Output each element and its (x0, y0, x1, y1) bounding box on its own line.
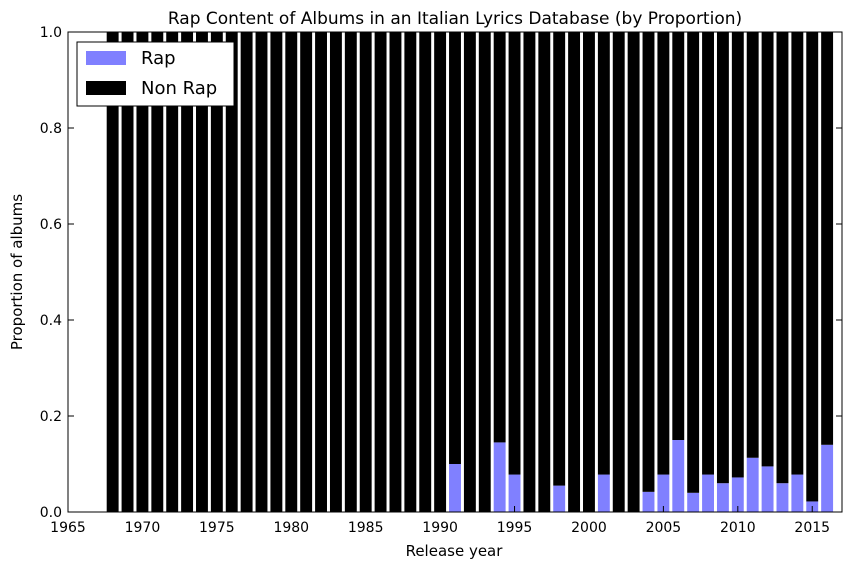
bar-non-rap-2009 (716, 32, 729, 484)
bar-non-rap-1994 (493, 32, 506, 443)
bar-non-rap-1968 (106, 32, 119, 512)
bar-rap-2010 (731, 477, 744, 512)
bar-non-rap-1985 (359, 32, 372, 512)
x-tick-label: 2000 (571, 520, 607, 536)
bar-rap-1998 (553, 485, 566, 512)
x-tick-label: 1985 (348, 520, 384, 536)
bar-rap-2013 (776, 483, 789, 512)
bar-rap-2005 (657, 474, 670, 512)
x-axis-label: Release year (406, 542, 504, 560)
bar-non-rap-1991 (449, 32, 461, 464)
bar-non-rap-2013 (776, 32, 789, 484)
bar-rap-2014 (791, 474, 804, 512)
bar-non-rap-1988 (404, 32, 417, 512)
bar-non-rap-2012 (761, 32, 774, 467)
bar-non-rap-1992 (463, 32, 476, 512)
chart-title: Rap Content of Albums in an Italian Lyri… (168, 9, 742, 29)
bar-non-rap-1989 (419, 32, 432, 512)
bar-rap-2001 (597, 474, 610, 512)
legend-label-rap: Rap (141, 48, 176, 69)
bar-non-rap-1993 (478, 32, 491, 512)
bar-non-rap-1981 (300, 32, 313, 512)
bar-rap-2016 (821, 444, 834, 512)
bar-non-rap-2004 (642, 32, 655, 492)
bar-non-rap-1979 (270, 32, 283, 512)
bar-non-rap-2006 (672, 32, 685, 440)
bar-non-rap-1990 (434, 32, 447, 512)
bar-non-rap-1972 (166, 32, 179, 512)
x-tick-label: 2010 (720, 520, 756, 536)
bar-rap-2011 (746, 457, 759, 512)
bar-non-rap-1997 (538, 32, 551, 512)
bar-non-rap-1987 (389, 32, 402, 512)
bar-non-rap-2010 (731, 32, 744, 478)
bar-non-rap-1974 (196, 32, 208, 512)
bar-non-rap-1980 (285, 32, 298, 512)
bar-non-rap-1996 (523, 32, 536, 512)
y-tick-label: 0.6 (40, 217, 62, 233)
bar-non-rap-2007 (687, 32, 700, 493)
bar-non-rap-1973 (181, 32, 194, 512)
bar-non-rap-1971 (151, 32, 164, 512)
bar-non-rap-2014 (791, 32, 804, 475)
x-tick-label: 1965 (50, 520, 86, 536)
bars-group (106, 32, 834, 512)
y-tick-label: 0.8 (40, 121, 62, 137)
plot-frame (67, 31, 843, 513)
bar-non-rap-1984 (344, 32, 357, 512)
bar-non-rap-1969 (121, 32, 134, 512)
x-tick-label: 2005 (646, 520, 682, 536)
bar-non-rap-1983 (329, 32, 342, 512)
bar-non-rap-1970 (136, 32, 149, 512)
bar-non-rap-2003 (627, 32, 640, 512)
bar-non-rap-1976 (225, 32, 238, 512)
bar-non-rap-2015 (806, 32, 819, 502)
bar-non-rap-2001 (597, 32, 610, 475)
bar-rap-1991 (449, 464, 461, 512)
y-tick-label: 0.2 (40, 409, 62, 425)
y-tick-label: 0.4 (40, 313, 62, 329)
x-tick-label: 1970 (125, 520, 161, 536)
bar-non-rap-1999 (568, 32, 581, 512)
bar-rap-2012 (761, 466, 774, 512)
bar-rap-2007 (687, 492, 700, 512)
x-tick-label: 2015 (794, 520, 830, 536)
bar-non-rap-1975 (210, 32, 223, 512)
x-tick-label: 1975 (199, 520, 235, 536)
bar-rap-2006 (672, 440, 685, 512)
legend-swatch-rap (86, 51, 126, 65)
bar-rap-2004 (642, 491, 655, 512)
bar-non-rap-1977 (240, 32, 253, 512)
y-axis-label: Proportion of albums (8, 194, 26, 350)
bar-non-rap-1982 (315, 32, 327, 512)
bar-non-rap-1978 (255, 32, 268, 512)
bar-non-rap-2005 (657, 32, 670, 475)
bar-non-rap-2002 (612, 32, 625, 512)
bar-rap-1995 (508, 474, 521, 512)
y-tick-label: 0.0 (40, 505, 62, 521)
bar-non-rap-1998 (553, 32, 566, 486)
y-tick-label: 1.0 (40, 25, 62, 41)
legend-swatch-non-rap (86, 81, 126, 95)
bar-rap-2009 (716, 483, 729, 512)
tick-labels-group: 1965 1970 1975 1980 1985 1990 1995 2000 2005 2010… (40, 25, 830, 536)
x-tick-label: 1980 (273, 520, 309, 536)
bar-non-rap-2008 (702, 32, 714, 475)
legend: Rap Non Rap (76, 41, 235, 107)
bar-non-rap-2016 (821, 32, 834, 445)
ticks-group (67, 31, 842, 513)
legend-label-non-rap: Non Rap (141, 78, 217, 99)
x-tick-label: 1990 (422, 520, 458, 536)
bar-rap-2008 (702, 474, 714, 512)
bar-non-rap-1995 (508, 32, 521, 475)
bar-non-rap-1986 (374, 32, 387, 512)
bar-non-rap-2011 (746, 32, 759, 458)
bar-rap-1994 (493, 442, 506, 512)
bar-non-rap-2000 (583, 32, 595, 512)
x-tick-label: 1995 (497, 520, 533, 536)
